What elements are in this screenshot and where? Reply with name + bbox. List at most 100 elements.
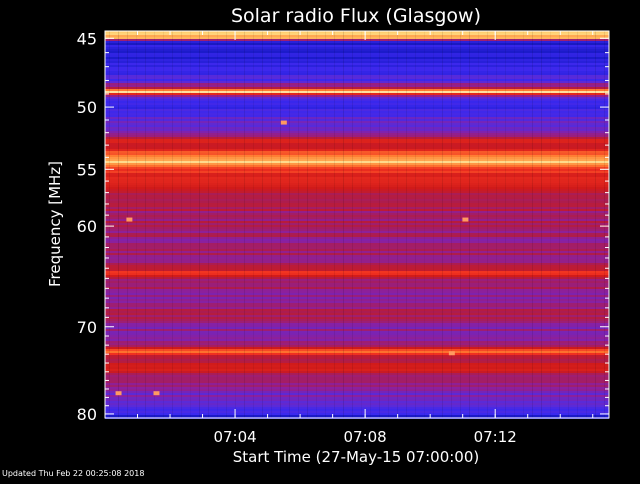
x-tick-label: 07:08 xyxy=(344,428,387,446)
spectrum-band xyxy=(105,257,609,259)
spectrum-band xyxy=(105,137,609,139)
time-stripe xyxy=(298,31,299,418)
spectrum-band xyxy=(105,37,609,39)
spectrum-band xyxy=(105,155,609,157)
spectrum-band xyxy=(105,61,609,63)
time-stripe xyxy=(352,31,353,418)
bright-spot xyxy=(153,391,160,396)
time-stripe xyxy=(127,31,128,418)
time-stripe xyxy=(595,31,596,418)
spectrum-band xyxy=(105,399,609,401)
spectrum-band xyxy=(105,201,609,203)
spectrum-band xyxy=(105,211,609,213)
spectrum-band xyxy=(105,95,609,97)
bright-spot xyxy=(448,351,455,356)
time-stripe xyxy=(424,31,425,418)
spectrum-band xyxy=(105,169,609,171)
spectrum-band xyxy=(105,185,609,187)
spectrum-band xyxy=(105,59,609,61)
time-stripe xyxy=(388,31,389,418)
spectrum-band xyxy=(105,415,609,417)
spectrum-band xyxy=(105,299,609,301)
x-axis-label: Start Time (27-May-15 07:00:00) xyxy=(233,448,479,466)
spectrum-band xyxy=(105,243,609,245)
spectrum-band xyxy=(105,327,609,329)
y-tick-label: 70 xyxy=(77,318,97,337)
spectrum-band xyxy=(105,285,609,287)
time-stripe xyxy=(334,31,335,418)
spectrum-band xyxy=(105,151,609,153)
spectrum-band xyxy=(105,143,609,145)
time-stripe xyxy=(550,31,551,418)
spectrum-band xyxy=(105,371,609,373)
spectrum-band xyxy=(105,239,609,241)
spectrum-band xyxy=(105,215,609,217)
spectrum-band xyxy=(105,53,609,55)
spectrum-band xyxy=(105,235,609,237)
time-stripe xyxy=(136,31,137,418)
spectrum-band xyxy=(105,31,609,33)
spectrum-band xyxy=(105,177,609,179)
spectrum-band xyxy=(105,359,609,361)
spectrum-band xyxy=(105,139,609,141)
spectrum-band xyxy=(105,135,609,137)
spectrum-band xyxy=(105,237,609,239)
spectrum-band xyxy=(105,305,609,307)
spectrum-band xyxy=(105,73,609,75)
time-stripe xyxy=(460,31,461,418)
spectrum-band xyxy=(105,87,609,89)
spectrum-band xyxy=(105,195,609,197)
spectrum-band xyxy=(105,163,609,165)
spectrum-band xyxy=(105,175,609,177)
spectrum-band xyxy=(105,119,609,121)
time-stripe xyxy=(577,31,578,418)
spectrum-band xyxy=(105,167,609,169)
time-stripe xyxy=(370,31,371,418)
spectrum-band xyxy=(105,223,609,225)
spectrum-band xyxy=(105,189,609,191)
time-stripe xyxy=(163,31,164,418)
spectrum-band xyxy=(105,245,609,247)
spectrum-band xyxy=(105,63,609,65)
spectrum-band xyxy=(105,247,609,249)
spectrum-band xyxy=(105,225,609,227)
spectrum-band xyxy=(105,255,609,257)
time-stripe xyxy=(514,31,515,418)
bright-spot xyxy=(280,120,287,125)
spectrum-band xyxy=(105,79,609,81)
spectrum-band xyxy=(105,165,609,167)
spectrum-band xyxy=(105,281,609,283)
time-stripe xyxy=(523,31,524,418)
time-stripe xyxy=(118,31,119,418)
time-stripe xyxy=(181,31,182,418)
spectrum-band xyxy=(105,57,609,59)
spectrum-band xyxy=(105,291,609,293)
updated-timestamp: Updated Thu Feb 22 00:25:08 2018 xyxy=(2,469,145,478)
spectrum-band xyxy=(105,203,609,205)
spectrum-band xyxy=(105,157,609,159)
time-stripe xyxy=(307,31,308,418)
spectrum-band xyxy=(105,295,609,297)
spectrum-band xyxy=(105,367,609,369)
spectrum-band xyxy=(105,145,609,147)
y-tick-label: 80 xyxy=(77,405,97,424)
spectrum-band xyxy=(105,265,609,267)
spectrum-band xyxy=(105,217,609,219)
spectrum-band xyxy=(105,89,609,91)
y-tick-label: 45 xyxy=(77,29,97,48)
time-stripe xyxy=(442,31,443,418)
spectrum-band xyxy=(105,147,609,149)
spectrum-band xyxy=(105,221,609,223)
spectrum-band xyxy=(105,41,609,43)
spectrum-band xyxy=(105,85,609,87)
time-stripe xyxy=(415,31,416,418)
time-stripe xyxy=(469,31,470,418)
spectrum-band xyxy=(105,317,609,319)
spectrum-band xyxy=(105,341,609,343)
spectrum-band xyxy=(105,153,609,155)
spectrum-band xyxy=(105,395,609,397)
spectrogram-image xyxy=(105,31,609,419)
spectrum-band xyxy=(105,351,609,353)
spectrum-band xyxy=(105,385,609,387)
spectrum-band xyxy=(105,271,609,273)
